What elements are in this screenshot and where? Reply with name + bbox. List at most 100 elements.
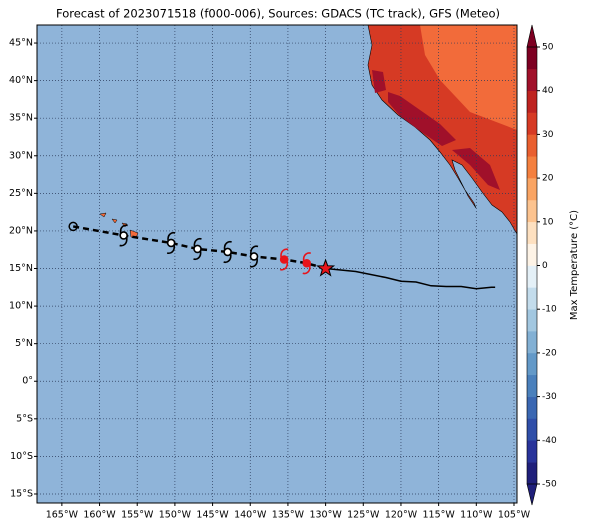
y-tick-label: 15°S	[10, 488, 33, 499]
y-tick-label: 40°N	[9, 75, 33, 86]
storm-arm	[302, 252, 312, 262]
storm-arm	[193, 237, 202, 248]
colorbar-tick-label: 40	[542, 86, 554, 96]
grid	[37, 25, 517, 503]
storm-symbol	[223, 240, 232, 264]
colorbar-band	[527, 90, 537, 113]
colorbar-band	[527, 243, 537, 266]
storm-eye	[249, 252, 259, 261]
x-tick-label: 165°W	[46, 510, 79, 521]
storm-symbol	[166, 231, 176, 254]
colorbar-band	[527, 352, 537, 376]
colorbar-band	[527, 265, 537, 288]
colorbar-tick-label: -30	[542, 392, 557, 402]
storm-eye	[223, 247, 232, 257]
warm-region	[420, 25, 517, 130]
y-tick-label: 5°N	[15, 338, 33, 349]
colorbar-band	[527, 156, 537, 179]
y-tick-label: 45°N	[9, 38, 33, 49]
colorbar-band	[527, 112, 537, 135]
colorbar-band	[527, 287, 537, 310]
storm-arm	[249, 258, 258, 268]
storm-eye	[166, 238, 176, 248]
track-start	[68, 221, 78, 232]
storm-symbol	[279, 248, 289, 271]
storm-arm	[250, 245, 259, 255]
storm-arm	[279, 261, 289, 271]
y-tick-label: 20°N	[9, 225, 33, 236]
colorbar-tick-label: -50	[542, 480, 557, 490]
land	[99, 25, 517, 239]
colorbar-band	[527, 440, 537, 463]
y-tick-label: 0°	[22, 376, 33, 387]
storm-arm	[193, 250, 202, 260]
x-tick-label: 155°W	[121, 510, 154, 521]
x-tick-label: 125°W	[347, 510, 380, 521]
y-tick-label: 10°S	[10, 451, 33, 462]
storm-arm	[119, 224, 128, 234]
current-position	[316, 258, 336, 277]
storm-symbol	[193, 237, 202, 260]
x-tick-label: 145°W	[196, 510, 229, 521]
colorbar-tick-label: 30	[542, 130, 554, 140]
storm-symbol	[249, 245, 259, 268]
y-tick-label: 10°N	[9, 301, 33, 312]
colorbar-band	[527, 178, 537, 201]
colorbar-tick-label: -10	[542, 305, 557, 315]
storm-arm	[167, 231, 176, 242]
hot-region	[372, 70, 386, 93]
storm-eye	[302, 258, 312, 268]
x-tick-label: 115°W	[422, 510, 455, 521]
y-tick-label: 15°N	[9, 263, 33, 274]
storm-symbol	[119, 224, 128, 247]
x-tick-label: 160°W	[83, 510, 116, 521]
colorbar-band	[527, 221, 537, 244]
frame	[36, 24, 518, 504]
y-tick-label: 35°N	[9, 113, 33, 124]
storm-arm	[223, 253, 232, 264]
map-title: Forecast of 2023071518 (f000-006), Sourc…	[56, 7, 500, 21]
hot-region	[388, 92, 456, 146]
colorbar-tick-label: -20	[542, 348, 557, 358]
storm-symbol	[302, 252, 312, 275]
storm-arm	[166, 244, 176, 254]
colorbar-tick-label: 10	[542, 217, 554, 227]
hawaii	[99, 212, 139, 239]
x-tick-label: 120°W	[385, 510, 418, 521]
x-tick-label: 150°W	[159, 510, 192, 521]
colorbar-band	[527, 331, 537, 354]
storm-eye	[279, 255, 289, 264]
colorbar-band	[527, 418, 537, 441]
x-tick-label: 110°W	[460, 510, 493, 521]
colorbar-extend-high	[526, 24, 538, 48]
colorbar-extend-low	[526, 483, 538, 506]
colorbar-tick-label: 20	[542, 174, 554, 184]
storm-eye	[193, 244, 202, 254]
observed-track	[325, 267, 496, 290]
colorbar-band	[527, 134, 537, 157]
x-tick-label: 130°W	[309, 510, 342, 521]
colorbar-band	[527, 462, 537, 485]
y-tick-label: 25°N	[9, 188, 33, 199]
x-tick-label: 140°W	[234, 510, 267, 521]
colorbar-tick-label: 0	[542, 261, 548, 271]
x-tick-label: 135°W	[272, 510, 305, 521]
colorbar-tick-label: 50	[542, 43, 554, 53]
colorbar-band	[527, 199, 537, 223]
colorbar-band	[527, 309, 537, 332]
colorbar-tick-label: -40	[542, 436, 557, 446]
colorbar-band	[527, 68, 537, 91]
y-tick-label: 30°N	[9, 150, 33, 161]
y-tick-label: 5°S	[16, 413, 33, 424]
storm-arm	[280, 248, 289, 258]
storm-arm	[119, 237, 128, 247]
colorbar-band	[527, 47, 537, 70]
storm-arm	[302, 265, 311, 275]
colorbar-label: Max Temperature (°C)	[569, 210, 580, 320]
x-tick-label: 105°W	[498, 510, 531, 521]
colorbar-band	[527, 374, 537, 397]
storm-arm	[223, 240, 232, 251]
colorbar-band	[527, 396, 537, 419]
